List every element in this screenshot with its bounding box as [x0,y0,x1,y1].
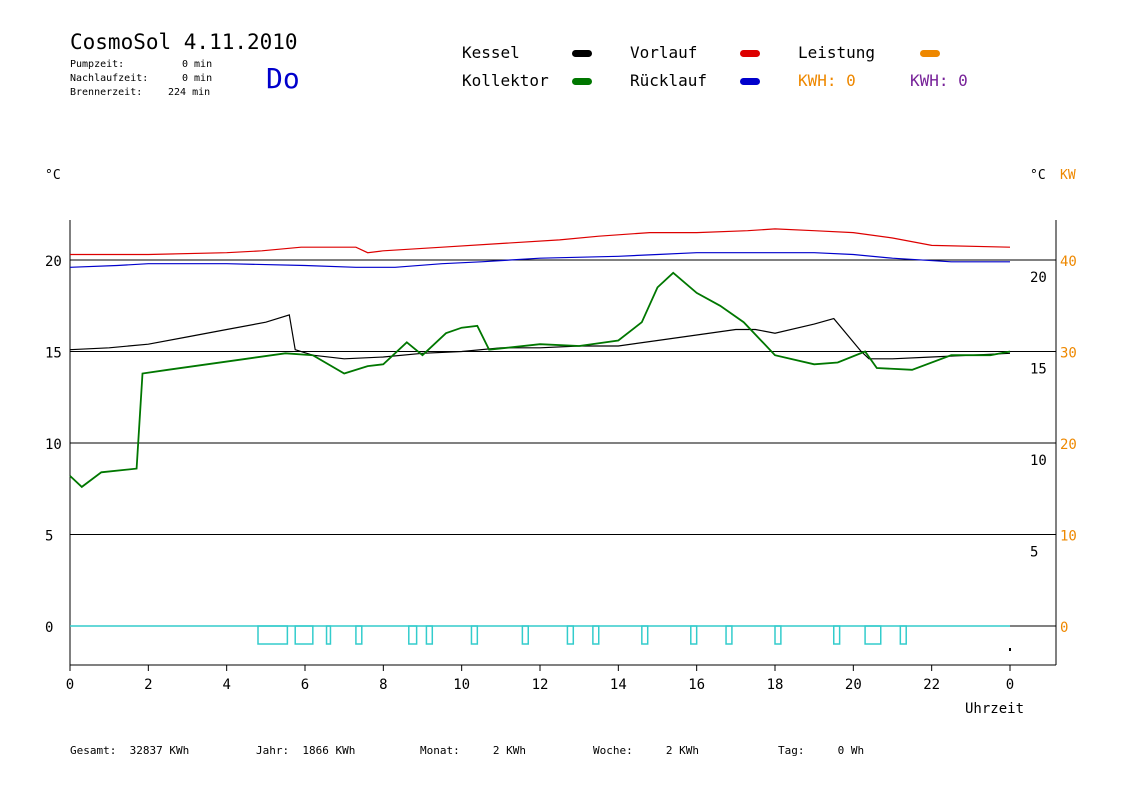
pump-pulse [425,625,434,645]
y-right-kw-tick-label: 20 [1060,437,1077,453]
right-axis-kw-unit: KW [1060,168,1076,183]
legend-leistung-swatch [920,50,940,57]
stat-pumpzeit-label: Pumpzeit: [70,59,125,70]
y-left-tick-label: 5 [45,529,53,545]
pump-pulse [774,625,782,645]
pump-pulse [408,625,418,645]
y-right-kw-tick-label: 40 [1060,254,1077,270]
series-kessel [69,314,1011,360]
pump-pulse [325,625,332,645]
footer-woche: Woche: 2 KWh [593,744,699,757]
x-tick-label: 8 [379,677,387,693]
x-tick-label: 16 [688,677,705,693]
x-tick-label: 0 [66,677,74,693]
grid-lines [70,259,1056,535]
y-right-temp-tick-label: 20 [1030,270,1047,286]
pump-pulse [257,625,289,645]
pump-pulse [521,625,529,645]
stat-nachlaufzeit-label: Nachlaufzeit: [70,73,149,84]
left-axis-unit: °C [45,168,61,183]
y-left-tick-label: 20 [45,254,62,270]
y-left-tick-label: 15 [45,346,62,362]
y-right-temp-tick-label: 5 [1030,545,1038,561]
legend-vorlauf-label: Vorlauf [630,43,698,62]
pump-pulse [294,625,314,645]
series-lines [69,228,1011,489]
x-tick-label: 2 [144,677,152,693]
legend-kessel-swatch [572,50,592,57]
pump-pulse [355,625,363,645]
y-right-kw-tick-label: 30 [1060,346,1077,362]
pump-pulse [566,625,575,645]
pump-pulse [899,625,907,645]
series-vorlauf [70,228,1011,256]
legend-kessel-label: Kessel [462,43,520,62]
footer-tag: Tag: 0 Wh [778,744,865,757]
y-left-tick-label: 10 [45,437,62,453]
legend-ruecklauf-label: Rücklauf [630,71,708,90]
x-tick-label: 4 [222,677,230,693]
right-axis-unit: °C [1030,168,1046,183]
x-tick-label: 22 [923,677,940,693]
legend-kwh-orange: KWH: 0 [798,71,856,90]
end-marker [1009,648,1011,651]
stat-pumpzeit-value: 0 min [182,59,213,70]
pump-pulse [470,625,479,645]
x-tick-label: 10 [453,677,470,693]
legend-leistung-label: Leistung [798,43,876,62]
chart-title: CosmoSol 4.11.2010 [70,30,298,54]
legend-kwh-purple: KWH: 0 [910,71,968,90]
x-tick-label: 0 [1006,677,1014,693]
y-right-kw-tick-label: 10 [1060,529,1077,545]
pump-pulse [864,625,882,645]
y-left-tick-label: 0 [45,620,53,636]
x-tick-label: 12 [532,677,549,693]
legend-ruecklauf-swatch [740,78,760,85]
weekday-label: Do [266,62,300,95]
pump-pulse [641,625,649,645]
y-right-temp-tick-label: 15 [1030,362,1047,378]
x-tick-label: 18 [767,677,784,693]
stat-brennerzeit-value: 224 min [168,87,211,98]
stat-nachlaufzeit-value: 0 min [182,73,213,84]
series-kollektor [69,271,1011,489]
legend-kollektor-label: Kollektor [462,71,549,90]
legend-vorlauf-swatch [740,50,760,57]
legend-kollektor-swatch [572,78,592,85]
y-right-temp-tick-label: 10 [1030,453,1047,469]
pump-pulse [690,625,698,645]
footer-monat: Monat: 2 KWh [420,744,526,757]
footer-jahr: Jahr: 1866 KWh [256,744,356,757]
y-right-kw-tick-label: 0 [1060,620,1068,636]
stat-brennerzeit-label: Brennerzeit: [70,87,143,98]
pump-pulse [725,625,733,645]
x-tick-label: 14 [610,677,627,693]
series-rcklauf [69,252,1010,268]
pump-pulse [592,625,600,645]
chart-axes [69,220,1057,671]
x-tick-label: 6 [301,677,309,693]
footer-gesamt: Gesamt: 32837 KWh [70,744,190,757]
pump-pulse [833,625,841,645]
x-axis-label: Uhrzeit [965,701,1025,717]
pump-pulses [70,625,1056,651]
x-tick-label: 20 [845,677,862,693]
tick-labels: 0 2 4 6 8 10 12 14 16 18 20 22 0 0 5 10 15 20 5 10 15 20 0 10 20… [45,254,1077,693]
